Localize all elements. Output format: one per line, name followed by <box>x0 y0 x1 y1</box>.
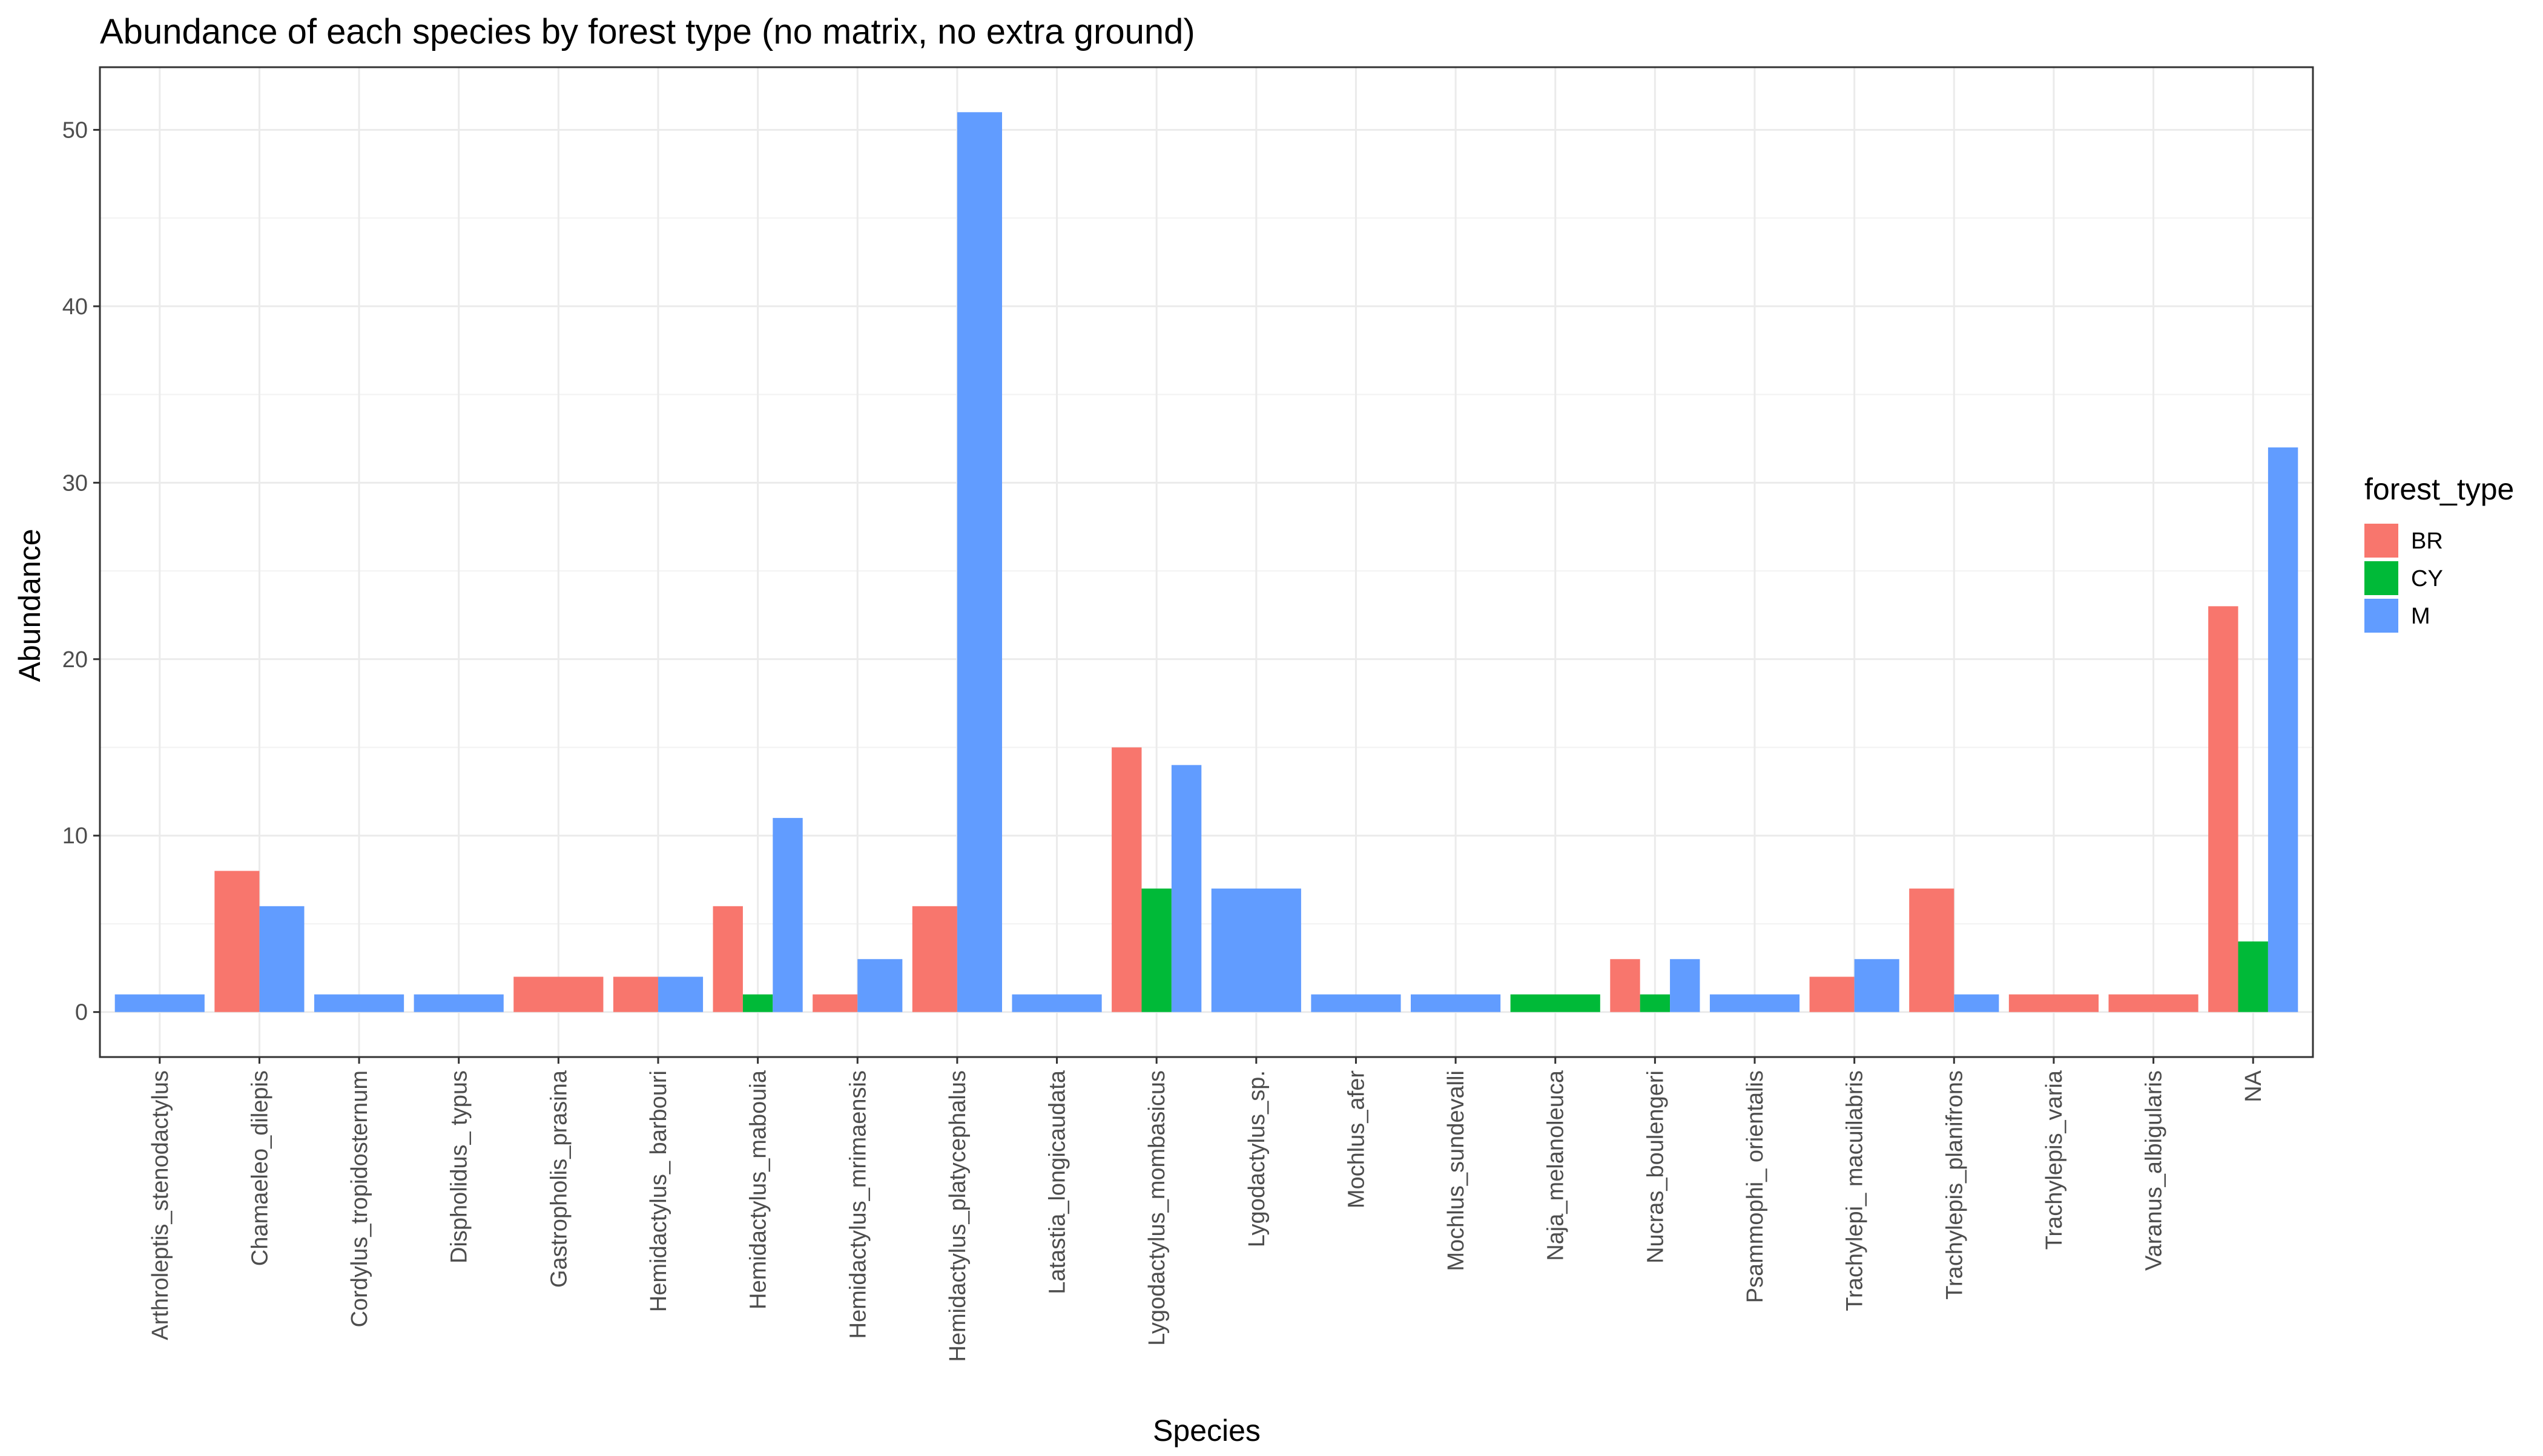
legend-title: forest_type <box>2364 472 2514 506</box>
bar-m <box>1012 994 1102 1012</box>
bar-cy <box>1141 888 1172 1012</box>
y-tick-label: 50 <box>62 117 88 143</box>
y-tick-label: 0 <box>75 1000 88 1026</box>
bar-cy <box>1640 994 1671 1012</box>
y-axis-title: Abundance <box>13 529 47 682</box>
bar-br <box>1809 977 1855 1012</box>
legend-label-cy: CY <box>2411 566 2443 591</box>
bar-m <box>773 818 803 1012</box>
bar-m <box>957 112 1002 1012</box>
x-axis: Arthroleptis_stenodactylus Chamaeleo_dile… <box>148 1057 2266 1362</box>
bar-br <box>513 977 604 1012</box>
x-tick-label: Gastropholis_prasina <box>546 1070 572 1288</box>
legend-key-cy <box>2364 561 2398 595</box>
x-tick-label: Mochlus_sundevalli <box>1443 1070 1469 1271</box>
x-tick-label: Hemidactylus_platycephalus <box>945 1070 971 1362</box>
bar-br <box>214 871 260 1012</box>
x-tick-label: Hemidactylus_mrimaensis <box>845 1070 871 1339</box>
x-tick-label: Lygodactylus_mombasicus <box>1144 1070 1170 1346</box>
panel-border <box>99 66 2314 1058</box>
legend-label-m: M <box>2411 604 2430 629</box>
x-tick-label: Naja_melanoleuca <box>1543 1070 1569 1261</box>
x-tick-label: Nucras_boulengeri <box>1643 1070 1668 1263</box>
bar-br <box>1112 747 1142 1012</box>
bar-m <box>1670 959 1700 1012</box>
bar-cy <box>2238 941 2268 1012</box>
x-tick-label: Trachylepis_varia <box>2042 1070 2067 1250</box>
bar-m <box>658 977 704 1012</box>
legend-key-m <box>2364 599 2398 633</box>
legend-label-br: BR <box>2411 529 2443 554</box>
bar-cy <box>742 994 773 1012</box>
x-tick-label: Dispholidus_ typus <box>447 1070 472 1263</box>
x-axis-title: Species <box>1153 1414 1261 1448</box>
y-tick-label: 40 <box>62 294 88 320</box>
bar-cy <box>1510 994 1600 1012</box>
bar-br <box>713 906 743 1012</box>
bar-m <box>1854 959 1899 1012</box>
bar-m <box>1411 994 1501 1012</box>
bar-br <box>1610 959 1640 1012</box>
bar-m <box>1709 994 1800 1012</box>
bar-m <box>1171 765 1202 1012</box>
bar-br <box>912 906 957 1012</box>
y-axis: 0 10 20 30 40 50 <box>62 117 100 1026</box>
bar-br <box>2008 994 2099 1012</box>
bar-m <box>1311 994 1401 1012</box>
bars-layer <box>114 112 2298 1012</box>
x-tick-label: Hemidactylus_mabouia <box>746 1070 771 1309</box>
bar-m <box>857 959 903 1012</box>
x-tick-label: NA <box>2241 1070 2266 1102</box>
bar-m <box>259 906 305 1012</box>
y-tick-label: 30 <box>62 470 88 496</box>
bar-m <box>414 994 504 1012</box>
bar-br <box>1909 888 1954 1012</box>
bar-br <box>2208 606 2238 1012</box>
legend-key-br <box>2364 524 2398 558</box>
bar-br <box>2108 994 2198 1012</box>
x-tick-label: Trachylepis_planifrons <box>1942 1070 1967 1300</box>
legend: forest_type BR CY M <box>2364 472 2514 633</box>
bar-m <box>114 994 205 1012</box>
x-tick-label: Hemidactylus_ barbouri <box>646 1070 671 1312</box>
bar-m <box>1954 994 1999 1012</box>
x-tick-label: Lygodactylus_sp. <box>1244 1070 1270 1247</box>
bar-m <box>314 994 404 1012</box>
x-tick-label: Chamaeleo_dilepis <box>247 1070 272 1266</box>
x-tick-label: Psammophi_ orientalis <box>1743 1070 1768 1303</box>
x-tick-label: Trachylepi_ macuilabris <box>1842 1070 1868 1311</box>
x-tick-label: Varanus_albigularis <box>2142 1070 2167 1271</box>
bar-br <box>813 994 858 1012</box>
chart-title: Abundance of each species by forest type… <box>100 12 1195 51</box>
x-tick-label: Latastia_longicaudata <box>1045 1070 1070 1294</box>
bar-m <box>2268 447 2298 1012</box>
x-tick-label: Cordylus_tropidosternum <box>347 1070 372 1328</box>
bar-br <box>613 977 658 1012</box>
bar-m <box>1211 888 1301 1012</box>
x-tick-label: Arthroleptis_stenodactylus <box>148 1070 173 1340</box>
x-tick-label: Mochlus_afer <box>1344 1070 1369 1208</box>
y-tick-label: 20 <box>62 647 88 673</box>
y-tick-label: 10 <box>62 823 88 849</box>
